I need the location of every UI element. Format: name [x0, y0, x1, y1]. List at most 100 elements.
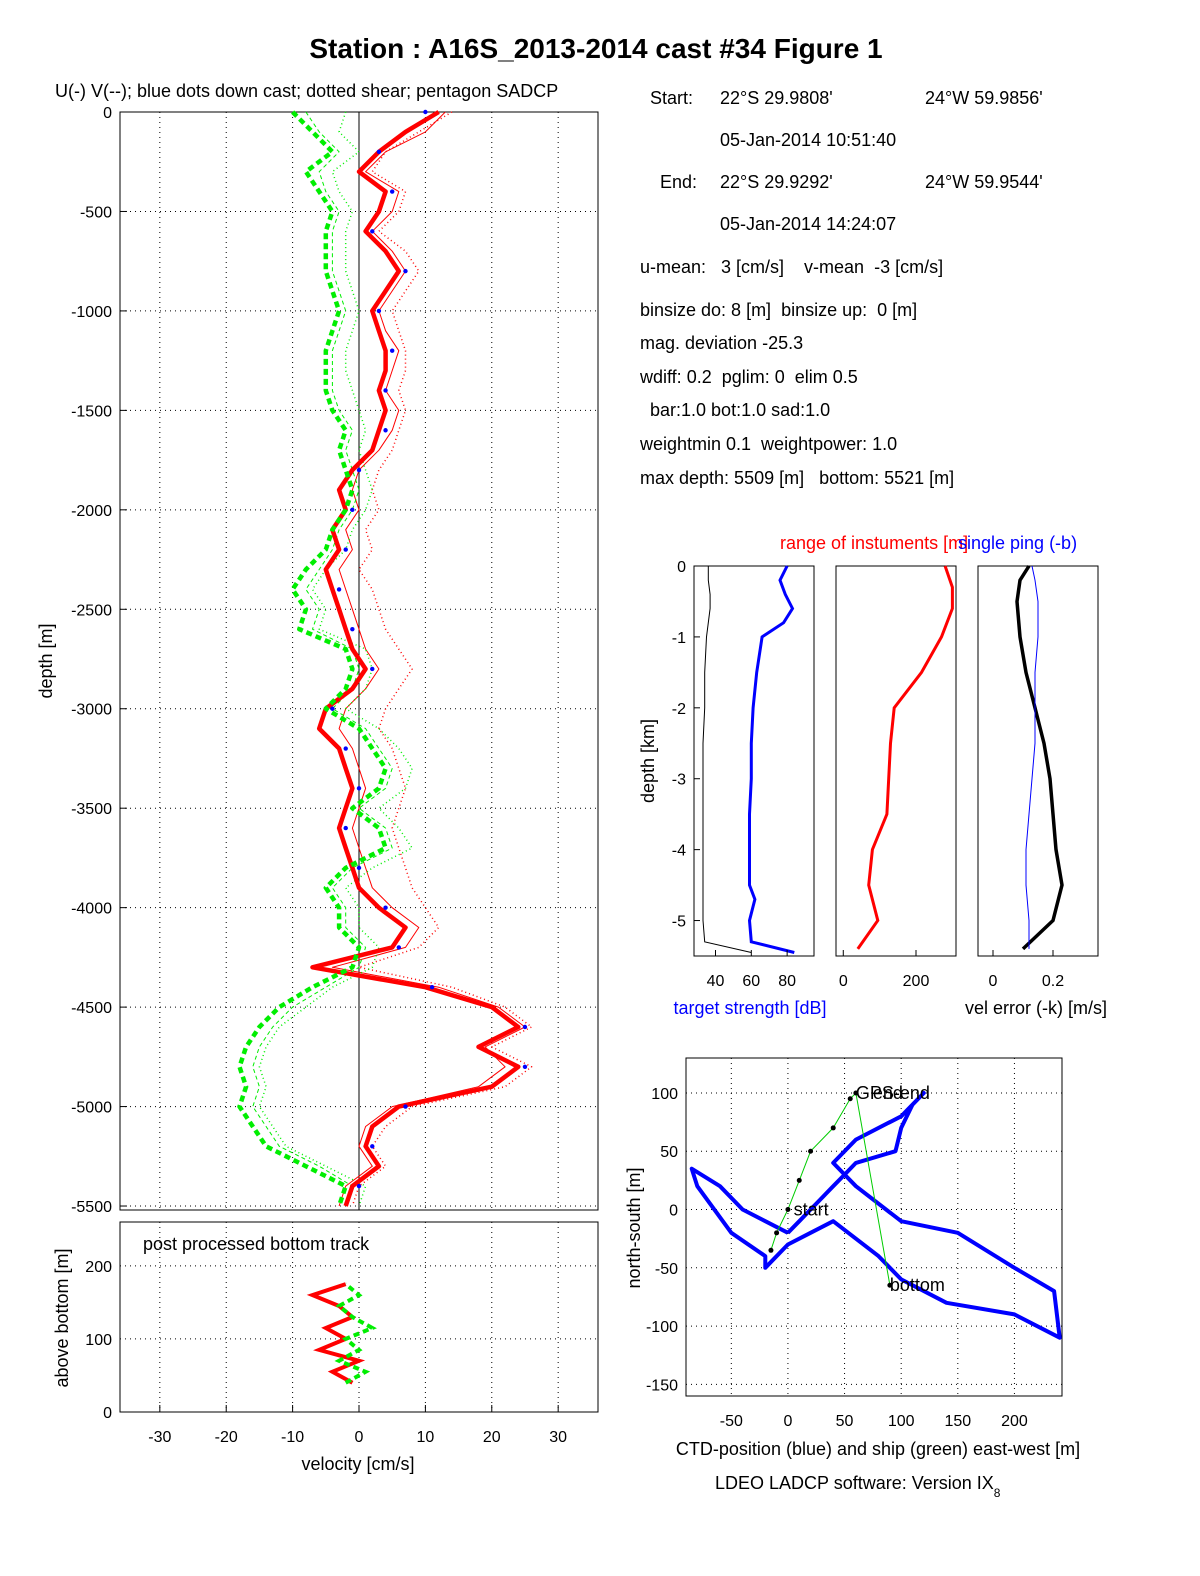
binsize-info: binsize do: 8 [m] binsize up: 0 [m] — [640, 300, 918, 320]
downcast-dot — [356, 865, 362, 871]
start-latitude: 22°S 29.9808' — [720, 88, 833, 108]
panel-x-tick-label: 60 — [742, 973, 760, 990]
v-velocity-line — [237, 110, 388, 1207]
single-ping-line — [1025, 565, 1039, 949]
u-velocity-line — [310, 110, 521, 1207]
start-label: Start: — [650, 88, 694, 108]
position-annotation: bottom — [890, 1275, 945, 1295]
position-grid — [686, 1058, 1062, 1396]
above-bottom-tick-label: 0 — [103, 1405, 112, 1422]
instrument-range-ticks: 0 200 — [839, 950, 930, 990]
depth-tick-label: -1000 — [71, 304, 112, 321]
panel-x-tick-label: 0 — [839, 973, 848, 990]
east-west-tick-label: -50 — [720, 1413, 743, 1430]
target-strength-frame — [693, 565, 815, 957]
east-west-tick-label: 200 — [1001, 1413, 1028, 1430]
bottom-track-grid — [120, 1222, 598, 1413]
panel-x-tick-label: 200 — [903, 973, 930, 990]
downcast-dot — [522, 1024, 528, 1030]
panel-x-tick-label: 80 — [778, 973, 796, 990]
bottom-track-u — [306, 1282, 366, 1385]
downcast-dot — [403, 268, 408, 274]
software-version-text: LDEO LADCP software: Version IX — [715, 1473, 994, 1493]
velocity-profile-plot: 0 -500 -1000 -1500 -2000 -2500 -3000 -3500 -4000… — [36, 105, 599, 1216]
east-west-axis-label: CTD-position (blue) and ship (green) eas… — [676, 1439, 1080, 1459]
downcast-dot — [423, 109, 428, 115]
software-version: LDEO LADCP software: Version IX8 — [715, 1473, 1001, 1500]
start-longitude: 24°W 59.9856' — [925, 88, 1043, 108]
downcast-dot — [336, 587, 342, 592]
vel-error-line — [1015, 565, 1064, 951]
above-bottom-tick-label: 200 — [85, 1259, 112, 1276]
downcast-dot — [376, 308, 382, 314]
north-south-tick-label: 50 — [660, 1144, 678, 1161]
end-latitude: 22°S 29.9292' — [720, 172, 833, 192]
instrument-range-series — [856, 565, 954, 950]
start-time: 05-Jan-2014 10:51:40 — [720, 130, 897, 150]
north-south-tick-label: -100 — [646, 1319, 678, 1336]
downcast-dot — [396, 945, 402, 950]
panel-x-tick-label: 0.2 — [1042, 973, 1064, 990]
above-bottom-tick-label: 100 — [85, 1332, 112, 1349]
ship-position-marker — [830, 1125, 836, 1131]
bottom-track-series — [306, 1282, 377, 1385]
downcast-dot — [370, 1144, 375, 1149]
velocity-tick-label: 20 — [483, 1429, 501, 1446]
single-ping-title: single ping (-b) — [958, 533, 1077, 553]
depth-tick-label: -2000 — [71, 503, 112, 520]
wdiff-info: wdiff: 0.2 pglim: 0 elim 0.5 — [640, 367, 858, 387]
instrument-range-plot: 0 200 — [835, 565, 957, 990]
v-downcast-line — [252, 111, 393, 1207]
target-strength-line — [747, 565, 795, 954]
depth-tick-label: -5000 — [71, 1100, 112, 1117]
depth-km-tick-label: -4 — [672, 843, 686, 860]
downcast-dot — [383, 388, 388, 393]
ship-position-marker — [796, 1177, 802, 1183]
target-strength-min-line — [702, 566, 752, 953]
velocity-tick-label: 0 — [355, 1429, 364, 1446]
depth-tick-label: -3500 — [71, 801, 112, 818]
north-south-axis-label: north-south [m] — [624, 1167, 644, 1288]
depth-km-tick-label: -2 — [672, 701, 686, 718]
velocity-error-plot: 0 0.2 vel error (-k) [m/s] — [965, 565, 1107, 1018]
depth-km-tick-label: -3 — [672, 772, 686, 789]
magnetic-deviation: mag. deviation -25.3 — [640, 333, 804, 353]
velocity-error-series — [1015, 565, 1064, 951]
bottom-track-title: post processed bottom track — [143, 1234, 370, 1254]
bottom-track-v — [334, 1282, 377, 1385]
velocity-tick-label: -10 — [281, 1429, 304, 1446]
north-south-tick-label: -150 — [646, 1377, 678, 1394]
east-west-tick-label: 0 — [783, 1413, 792, 1430]
ship-position-marker — [808, 1148, 814, 1154]
east-west-tick-label: 50 — [836, 1413, 854, 1430]
north-south-tick-label: -50 — [655, 1261, 678, 1278]
depth-tick-label: -500 — [80, 204, 112, 221]
position-annotation: GPS-end — [856, 1083, 930, 1103]
ctd-position-track — [689, 1091, 1062, 1340]
ship-position-marker — [887, 1282, 893, 1288]
velocity-error-axis-label: vel error (-k) [m/s] — [965, 998, 1107, 1018]
u-shear-line — [351, 111, 533, 1207]
velocity-ticks: 0 -500 -1000 -1500 -2000 -2500 -3000 -3500 -4000… — [71, 105, 127, 1216]
software-version-sub: 8 — [994, 1486, 1001, 1500]
downcast-dot — [389, 189, 395, 194]
v-shear-line — [258, 111, 413, 1207]
velocity-error-ticks: 0 0.2 — [989, 950, 1064, 990]
downcast-dot — [383, 428, 388, 433]
downcast-dot — [343, 547, 348, 552]
downcast-dot — [383, 905, 388, 910]
depth-km-tick-label: -1 — [672, 630, 686, 647]
end-longitude: 24°W 59.9544' — [925, 172, 1043, 192]
depth-tick-label: -5500 — [71, 1199, 112, 1216]
depth-km-tick-label: 0 — [677, 559, 686, 576]
panel-x-tick-label: 40 — [707, 973, 725, 990]
depth-tick-label: -4000 — [71, 901, 112, 918]
figure-title: Station : A16S_2013-2014 cast #34 Figure… — [309, 33, 882, 64]
depth-km-tick-label: -5 — [672, 914, 686, 931]
position-series — [689, 1090, 1062, 1340]
weight-info: weightmin 0.1 weightpower: 1.0 — [640, 434, 898, 454]
velocity-tick-label: 30 — [549, 1429, 567, 1446]
depth-tick-label: -4500 — [71, 1000, 112, 1017]
ship-position-marker — [847, 1096, 853, 1102]
downcast-dot — [429, 985, 435, 990]
